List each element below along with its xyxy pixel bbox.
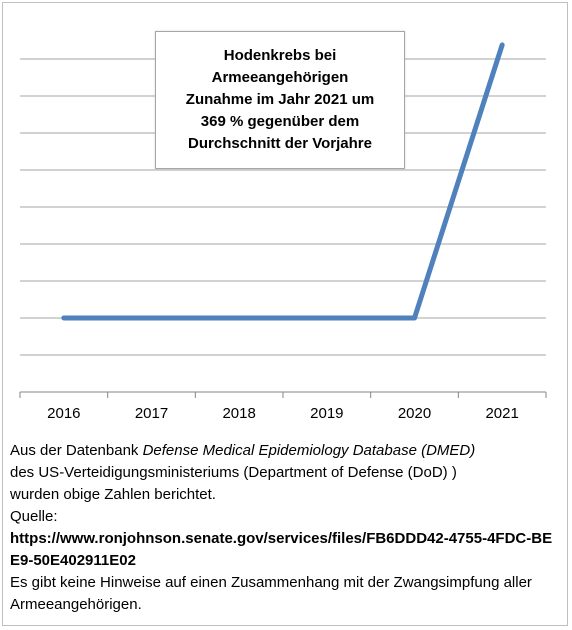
chart-title: Hodenkrebs bei Armeeangehörigen Zunahme …	[185, 47, 375, 152]
caption-database-name: Defense Medical Epidemiology Database (D…	[142, 442, 476, 459]
x-tick-label-2016: 2016	[47, 405, 80, 422]
caption: Aus der Datenbank Defense Medical Epidem…	[10, 440, 562, 616]
caption-line-2: des US-Verteidigungsministeriums (Depart…	[10, 464, 457, 481]
x-tick-label-2017: 2017	[135, 405, 168, 422]
x-axis: 2016 2017 2018 2019 2020 2021	[19, 391, 547, 422]
caption-line-1-prefix: Aus der Datenbank	[10, 442, 143, 459]
x-tick-label-2021: 2021	[485, 405, 518, 422]
x-tick-label-2018: 2018	[222, 405, 255, 422]
x-tick-label-2019: 2019	[310, 405, 343, 422]
x-tick-label-2020: 2020	[398, 405, 431, 422]
line-chart: 2016 2017 2018 2019 2020 2021	[19, 42, 547, 422]
caption-note: Es gibt keine Hinweise auf einen Zusamme…	[10, 574, 532, 613]
series-line-0	[61, 42, 505, 321]
caption-source-label: Quelle:	[10, 508, 58, 525]
series	[61, 42, 505, 321]
caption-source-url[interactable]: https://www.ronjohnson.senate.gov/servic…	[10, 530, 553, 569]
caption-line-1: Aus der Datenbank Defense Medical Epidem…	[10, 440, 562, 462]
caption-line-3: wurden obige Zahlen berichtet.	[10, 486, 216, 503]
chart-title-box: Hodenkrebs bei Armeeangehörigen Zunahme …	[155, 31, 405, 169]
